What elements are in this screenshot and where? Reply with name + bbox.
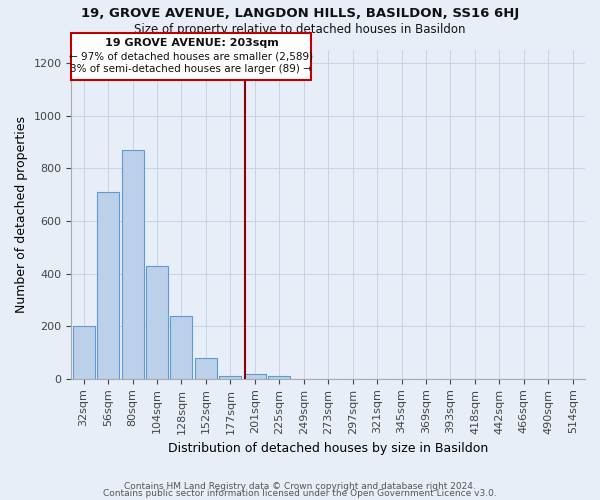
Bar <box>146 266 168 379</box>
Text: 3% of semi-detached houses are larger (89) →: 3% of semi-detached houses are larger (8… <box>70 64 313 74</box>
Bar <box>220 376 241 379</box>
Text: ← 97% of detached houses are smaller (2,589): ← 97% of detached houses are smaller (2,… <box>70 52 313 62</box>
Y-axis label: Number of detached properties: Number of detached properties <box>15 116 28 313</box>
Bar <box>97 192 119 379</box>
Text: Contains public sector information licensed under the Open Government Licence v3: Contains public sector information licen… <box>103 490 497 498</box>
Text: Contains HM Land Registry data © Crown copyright and database right 2024.: Contains HM Land Registry data © Crown c… <box>124 482 476 491</box>
Bar <box>73 326 95 379</box>
Text: Size of property relative to detached houses in Basildon: Size of property relative to detached ho… <box>134 22 466 36</box>
Bar <box>244 374 266 379</box>
Text: 19 GROVE AVENUE: 203sqm: 19 GROVE AVENUE: 203sqm <box>104 38 278 48</box>
Bar <box>170 316 193 379</box>
Bar <box>195 358 217 379</box>
Bar <box>268 376 290 379</box>
Bar <box>122 150 143 379</box>
Text: 19, GROVE AVENUE, LANGDON HILLS, BASILDON, SS16 6HJ: 19, GROVE AVENUE, LANGDON HILLS, BASILDO… <box>81 8 519 20</box>
X-axis label: Distribution of detached houses by size in Basildon: Distribution of detached houses by size … <box>168 442 488 455</box>
